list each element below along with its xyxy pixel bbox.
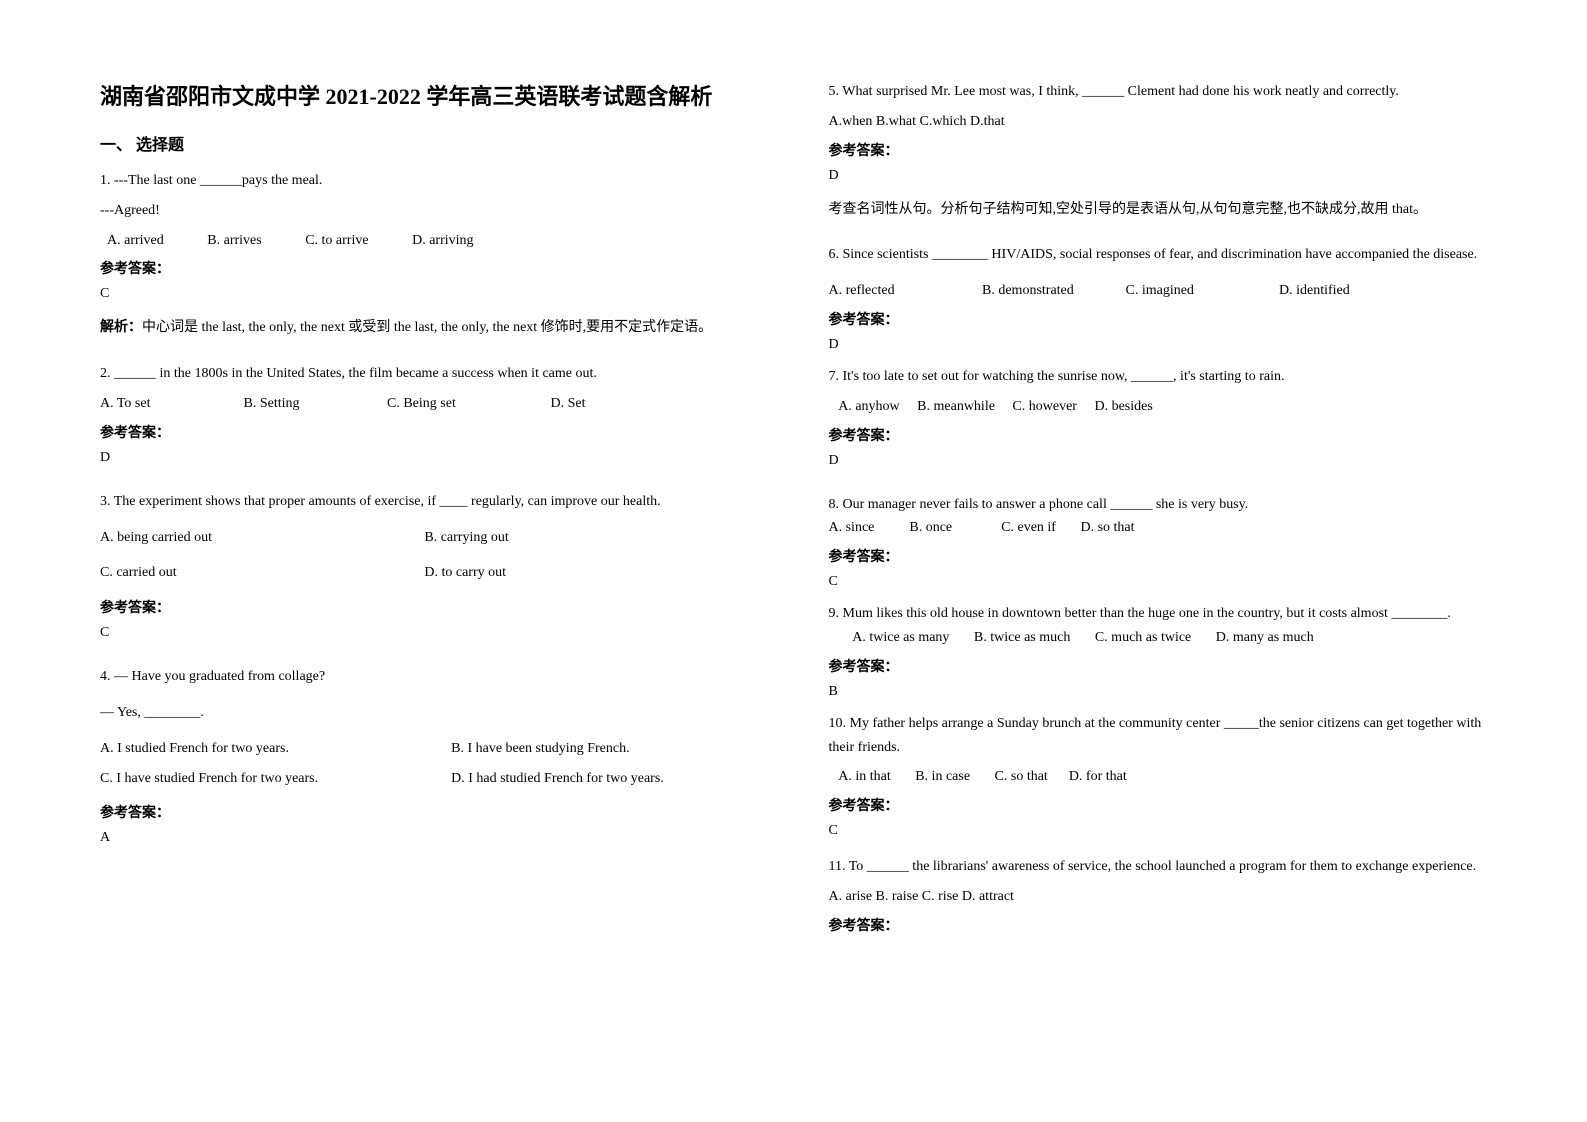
q1-explain-text: 中心词是 the last, the only, the next 或受到 th… <box>142 320 712 335</box>
q2-options: A. To set B. Setting C. Being set D. Set <box>100 392 769 416</box>
q9-answer: B <box>829 684 1498 700</box>
q7-answer: D <box>829 453 1498 469</box>
q9-answer-label: 参考答案： <box>829 656 1498 676</box>
q8-answer: C <box>829 574 1498 590</box>
q5-answer: D <box>829 168 1498 184</box>
question-2: 2. ______ in the 1800s in the United Sta… <box>100 362 769 480</box>
question-9: 9. Mum likes this old house in downtown … <box>829 602 1498 702</box>
q4-answer-label: 参考答案： <box>100 802 769 822</box>
question-6: 6. Since scientists ________ HIV/AIDS, s… <box>829 243 1498 355</box>
q6-opt-d: D. identified <box>1279 283 1350 298</box>
q6-answer-label: 参考答案： <box>829 309 1498 329</box>
q2-opt-d: D. Set <box>551 392 586 416</box>
q1-opt-b: B. arrives <box>207 229 261 253</box>
q7-answer-label: 参考答案： <box>829 425 1498 445</box>
q1-line1: 1. ---The last one ______pays the meal. <box>100 169 769 193</box>
q1-opt-d: D. arriving <box>412 229 473 253</box>
q4-opt-b: B. I have been studying French. <box>451 741 629 756</box>
q11-options: A. arise B. raise C. rise D. attract <box>829 885 1498 909</box>
q1-answer: C <box>100 286 769 302</box>
q2-opt-b: B. Setting <box>244 392 384 416</box>
q5-answer-label: 参考答案： <box>829 140 1498 160</box>
q10-text: 10. My father helps arrange a Sunday bru… <box>829 712 1498 760</box>
q6-opt-a: A. reflected <box>829 279 979 303</box>
q2-text: 2. ______ in the 1800s in the United Sta… <box>100 362 769 386</box>
q3-opt-b: B. carrying out <box>424 526 745 550</box>
q7-text: 7. It's too late to set out for watching… <box>829 365 1498 389</box>
question-5: 5. What surprised Mr. Lee most was, I th… <box>829 80 1498 233</box>
q1-explanation: 解析：中心词是 the last, the only, the next 或受到… <box>100 316 769 340</box>
q5-options: A.when B.what C.which D.that <box>829 110 1498 134</box>
q6-opt-c: C. imagined <box>1126 279 1276 303</box>
q3-options-row2: C. carried out D. to carry out <box>100 561 769 585</box>
page-title: 湖南省邵阳市文成中学 2021-2022 学年高三英语联考试题含解析 <box>100 80 769 113</box>
q6-options: A. reflected B. demonstrated C. imagined… <box>829 279 1498 303</box>
q1-explain-label: 解析： <box>100 320 142 335</box>
q4-opt-c: C. I have studied French for two years. <box>100 767 448 791</box>
q6-opt-b: B. demonstrated <box>982 279 1122 303</box>
q2-opt-c: C. Being set <box>387 392 547 416</box>
question-8: 8. Our manager never fails to answer a p… <box>829 493 1498 593</box>
q9-text: 9. Mum likes this old house in downtown … <box>829 602 1498 626</box>
q5-explanation: 考查名词性从句。分析句子结构可知,空处引导的是表语从句,从句句意完整,也不缺成分… <box>829 198 1498 222</box>
q3-answer: C <box>100 625 769 641</box>
q8-options: A. since B. once C. even if D. so that <box>829 516 1498 540</box>
q8-text: 8. Our manager never fails to answer a p… <box>829 493 1498 517</box>
q4-line1: 4. — Have you graduated from collage? <box>100 665 769 689</box>
question-11: 11. To ______ the librarians' awareness … <box>829 855 1498 943</box>
q10-answer: C <box>829 823 1498 839</box>
q6-text: 6. Since scientists ________ HIV/AIDS, s… <box>829 243 1498 267</box>
q1-answer-label: 参考答案： <box>100 258 769 278</box>
q4-options-row2: C. I have studied French for two years. … <box>100 767 769 791</box>
q9-options: A. twice as many B. twice as much C. muc… <box>829 626 1498 650</box>
q3-options-row1: A. being carried out B. carrying out <box>100 526 769 550</box>
q5-text: 5. What surprised Mr. Lee most was, I th… <box>829 80 1498 104</box>
q1-line2: ---Agreed! <box>100 199 769 223</box>
q1-opt-c: C. to arrive <box>305 229 368 253</box>
left-column: 湖南省邵阳市文成中学 2021-2022 学年高三英语联考试题含解析 一、 选择… <box>100 80 799 1082</box>
q4-answer: A <box>100 830 769 846</box>
question-7: 7. It's too late to set out for watching… <box>829 365 1498 483</box>
q10-options: A. in that B. in case C. so that D. for … <box>829 765 1498 789</box>
q7-options: A. anyhow B. meanwhile C. however D. bes… <box>829 395 1498 419</box>
q6-answer: D <box>829 337 1498 353</box>
q2-answer-label: 参考答案： <box>100 422 769 442</box>
question-1: 1. ---The last one ______pays the meal. … <box>100 169 769 352</box>
q4-opt-d: D. I had studied French for two years. <box>451 771 664 786</box>
question-3: 3. The experiment shows that proper amou… <box>100 490 769 655</box>
right-column: 5. What surprised Mr. Lee most was, I th… <box>799 80 1498 1082</box>
q3-opt-c: C. carried out <box>100 561 421 585</box>
q11-answer-label: 参考答案： <box>829 915 1498 935</box>
q2-answer: D <box>100 450 769 466</box>
q3-opt-d: D. to carry out <box>424 561 745 585</box>
q11-text: 11. To ______ the librarians' awareness … <box>829 855 1498 879</box>
section-heading: 一、 选择题 <box>100 131 769 155</box>
q4-opt-a: A. I studied French for two years. <box>100 737 448 761</box>
q3-opt-a: A. being carried out <box>100 526 421 550</box>
q4-options-row1: A. I studied French for two years. B. I … <box>100 737 769 761</box>
q3-answer-label: 参考答案： <box>100 597 769 617</box>
q2-opt-a: A. To set <box>100 392 240 416</box>
q3-text: 3. The experiment shows that proper amou… <box>100 490 769 514</box>
question-4: 4. — Have you graduated from collage? — … <box>100 665 769 860</box>
q10-answer-label: 参考答案： <box>829 795 1498 815</box>
q8-answer-label: 参考答案： <box>829 546 1498 566</box>
q1-opt-a: A. arrived <box>107 229 164 253</box>
q4-line2: — Yes, ________. <box>100 701 769 725</box>
q1-options: A. arrived B. arrives C. to arrive D. ar… <box>100 229 769 253</box>
question-10: 10. My father helps arrange a Sunday bru… <box>829 712 1498 845</box>
